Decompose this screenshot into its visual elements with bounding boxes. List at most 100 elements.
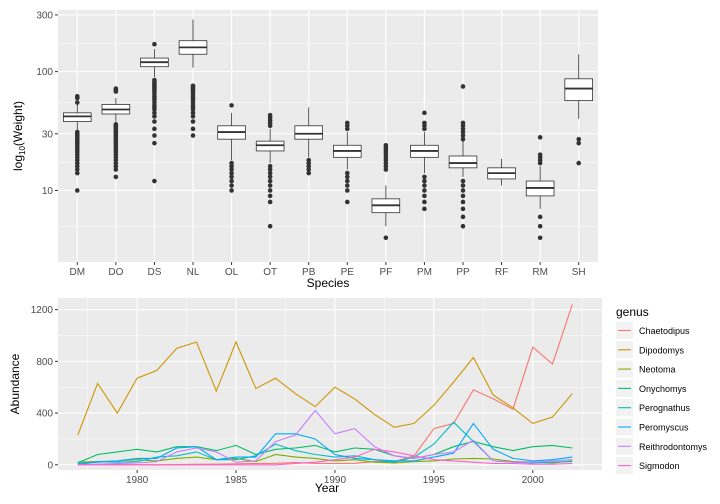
box-pm — [410, 110, 439, 212]
box-outlier — [229, 174, 234, 180]
box-outlier — [422, 183, 427, 188]
box-outlier — [422, 178, 427, 184]
box-outlier — [152, 110, 157, 116]
box-outlier — [537, 152, 543, 157]
linechart-lines — [77, 304, 573, 466]
box-outlier — [537, 214, 543, 220]
boxplot-y-tick-label: 300 — [36, 10, 53, 21]
legend-label: Neotoma — [639, 365, 676, 375]
linechart-y-tick-label: 800 — [36, 357, 53, 368]
box-sh — [564, 54, 593, 166]
box-outlier — [74, 167, 80, 172]
legend-item-peromyscus: Peromyscus — [616, 418, 689, 436]
box-outlier — [422, 206, 427, 212]
box-outlier — [267, 167, 273, 172]
linechart-y-title: Abundance — [8, 353, 22, 414]
boxplot-x-tick-label: OT — [263, 267, 277, 278]
box-outlier — [344, 178, 350, 184]
box-outlier — [422, 120, 427, 126]
series-line-dipodomys — [77, 340, 573, 436]
box-outlier — [460, 183, 466, 188]
box-outlier — [152, 178, 157, 184]
legend-title: genus — [616, 305, 649, 319]
linechart-y-tick-label: 400 — [36, 409, 53, 420]
box-outlier — [74, 93, 80, 99]
box-iqr — [448, 155, 478, 169]
boxplot-y-tick-label: 30 — [42, 129, 54, 140]
box-outlier — [306, 167, 312, 172]
box-outlier — [460, 193, 466, 199]
box-outlier — [74, 188, 80, 193]
box-outlier — [267, 178, 273, 184]
boxplot-y-title-base: log — [11, 155, 25, 171]
box-outlier — [113, 174, 119, 180]
box-outlier — [152, 114, 157, 119]
box-do — [101, 86, 131, 180]
box-outlier — [190, 126, 196, 132]
box-outlier — [74, 100, 80, 105]
box-outlier — [152, 77, 157, 83]
box-outlier — [190, 83, 196, 89]
boxplot-panel — [58, 10, 598, 262]
box-outlier — [460, 199, 466, 205]
box-iqr — [294, 125, 324, 140]
linechart-x-tick-label: 2000 — [522, 475, 545, 486]
box-outlier — [422, 110, 427, 116]
boxplot-x-tick-label: DO — [108, 267, 123, 278]
box-outlier — [422, 188, 427, 193]
box-ds — [140, 41, 169, 184]
box-outlier — [344, 170, 350, 176]
box-outlier — [344, 188, 350, 193]
box-outlier — [344, 120, 350, 126]
box-outlier — [229, 167, 234, 172]
box-outlier — [74, 129, 80, 135]
box-outlier — [460, 84, 466, 89]
linechart-y-tick-label: 1200 — [31, 305, 54, 316]
box-outlier — [267, 170, 273, 176]
legend-item-onychomys: Onychomys — [616, 379, 687, 397]
box-outlier — [267, 188, 273, 193]
boxplot-y-tick-label: 10 — [42, 186, 54, 197]
series-line-peromyscus — [77, 422, 573, 465]
box-outlier — [344, 174, 350, 180]
box-outlier — [576, 140, 582, 146]
box-outlier — [460, 188, 466, 193]
boxplot-y-title-subscript: 10 — [18, 146, 27, 155]
boxplot-x-tick-label: DS — [147, 267, 161, 278]
box-outlier — [229, 170, 234, 176]
box-outlier — [229, 183, 234, 188]
legend-item-neotoma: Neotoma — [616, 360, 676, 378]
box-outlier — [344, 199, 350, 205]
box-outlier — [152, 41, 157, 47]
linechart-x-tick-label: 1980 — [126, 475, 149, 486]
box-outlier — [152, 140, 157, 146]
boxplot-x-tick-label: PP — [456, 267, 470, 278]
box-outlier — [383, 142, 389, 148]
legend-item-perognathus: Perognathus — [616, 399, 691, 417]
boxplot-x-tick-label: NL — [187, 267, 200, 278]
box-outlier — [576, 160, 582, 166]
genus-legend: genus Chaetodipus Dipodomys Neotoma Onychom… — [616, 305, 708, 475]
box-pf — [371, 142, 401, 241]
box-pp — [448, 84, 478, 229]
box-outlier — [229, 188, 234, 193]
boxplot-x-tick-label: PM — [417, 267, 432, 278]
abundance-linechart: 1980 1985 1990 1995 2000 0 400 800 1200 Year Abu… — [8, 298, 708, 495]
boxplot-axes: 10 30 100 300 DM DO DS NL OL OT PB PE PF PM PP RF RM SH — [36, 10, 585, 278]
legend-label: Dipodomys — [639, 345, 685, 355]
series-line-reithrodontomys — [77, 409, 573, 466]
box-outlier — [74, 170, 80, 176]
legend-label: Chaetodipus — [639, 326, 690, 336]
box-outlier — [537, 135, 543, 140]
boxplot-x-tick-label: OL — [225, 267, 239, 278]
box-outlier — [113, 86, 119, 91]
linechart-x-tick-label: 1990 — [324, 475, 347, 486]
boxplot-y-tick-label: 100 — [36, 67, 53, 78]
box-outlier — [344, 183, 350, 188]
box-outlier — [152, 126, 157, 132]
box-rm — [525, 135, 555, 241]
box-outlier — [460, 178, 466, 184]
box-outlier — [190, 110, 196, 116]
box-outlier — [422, 174, 427, 180]
